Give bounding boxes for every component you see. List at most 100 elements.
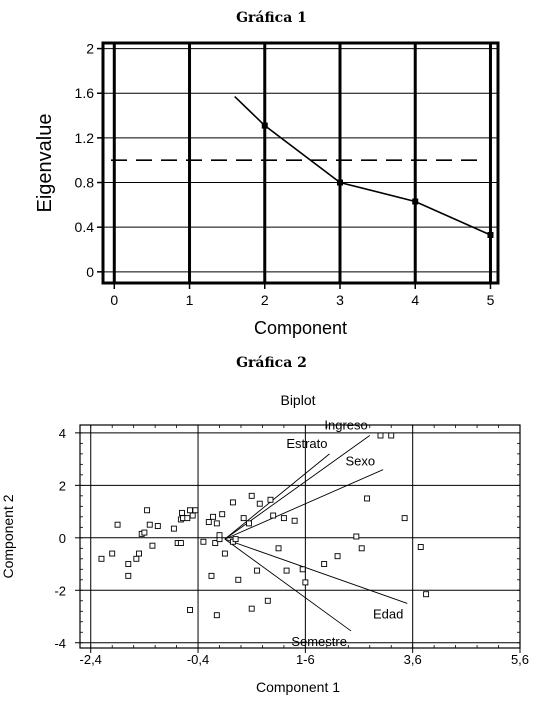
x-tick-label: 5,6: [511, 652, 529, 667]
data-point: [267, 496, 274, 503]
x-tick-label: 0: [110, 292, 118, 308]
data-point: [208, 572, 215, 579]
data-point: [232, 536, 239, 543]
y-tick-label: -4: [54, 636, 66, 651]
vector-label: Edad: [373, 606, 403, 621]
data-point: [256, 500, 263, 507]
data-point: [184, 515, 191, 522]
vector-label: Semestre: [291, 634, 347, 649]
data-point: [192, 507, 199, 514]
x-axis-label: Component: [254, 318, 347, 338]
data-point: [213, 612, 220, 619]
y-tick-label: 4: [59, 426, 66, 441]
data-point: [280, 515, 287, 522]
x-tick-label: 5: [487, 292, 495, 308]
data-point: [136, 550, 142, 557]
data-point: [270, 512, 277, 519]
data-point: [216, 536, 223, 543]
data-point: [291, 517, 298, 524]
vector-edad: [224, 538, 408, 604]
data-point: [264, 597, 271, 604]
data-point: [377, 432, 384, 439]
data-point: [229, 538, 236, 545]
y-tick-label: 2: [86, 41, 94, 57]
data-point: [240, 515, 247, 522]
data-point: [179, 509, 185, 516]
data-point: [254, 567, 261, 574]
data-point: [353, 533, 360, 540]
data-point: [154, 523, 161, 529]
data-point: [141, 529, 148, 536]
vector-label: Sexo: [346, 454, 376, 469]
y-tick-label: 1.6: [75, 85, 95, 101]
x-tick-label: -0,4: [187, 652, 209, 667]
data-point: [299, 566, 306, 573]
y-tick-label: 0.8: [75, 175, 95, 191]
x-tick-label: -2,4: [80, 652, 102, 667]
data-point: [177, 516, 184, 523]
data-point: [125, 561, 132, 567]
vector-label: Estrato: [286, 436, 327, 451]
vector-estrato: [224, 453, 330, 540]
data-point: [321, 561, 328, 567]
data-point: [302, 579, 309, 586]
y-tick-label: 0.4: [75, 219, 95, 235]
vector-semestre: [224, 538, 352, 632]
x-tick-label: 1-6: [296, 652, 315, 667]
data-point: [174, 540, 181, 547]
data-point: [149, 542, 156, 549]
data-point: [358, 545, 365, 552]
data-point: [125, 572, 132, 579]
data-point: [248, 605, 255, 612]
data-point: [364, 495, 371, 502]
data-point: [98, 555, 105, 562]
data-point: [109, 550, 116, 557]
data-point: [187, 607, 193, 613]
chart-title: Biplot: [280, 392, 315, 408]
data-point: [283, 567, 290, 574]
data-point: [423, 591, 430, 598]
vector-sexo: [224, 469, 384, 540]
y-tick-label: 0: [59, 531, 66, 546]
y-axis-label: Eigenvalue: [34, 114, 56, 213]
y-axis-label: Component 2: [0, 494, 16, 578]
data-point: [221, 550, 228, 557]
data-point: [417, 544, 424, 550]
data-point: [401, 515, 408, 522]
data-point: [261, 122, 268, 129]
data-point: [216, 532, 223, 539]
data-point: [200, 538, 207, 545]
data-point: [138, 530, 145, 537]
plot-frame: [79, 424, 521, 649]
y-tick-label: 2: [59, 478, 66, 493]
figure-2-heading: Gráfica 2: [236, 355, 307, 371]
plot-frame: [101, 41, 500, 285]
data-point: [248, 492, 255, 499]
scree-plot: 0 0.4 0.8 1.2 1.6 2 0 1 2 3 4 5 Component Eigenvalue: [34, 41, 500, 338]
data-point: [219, 511, 226, 518]
y-tick-label: 1.2: [75, 130, 95, 146]
data-point: [246, 520, 252, 527]
data-point: [212, 540, 219, 547]
data-point: [235, 576, 242, 583]
data-point: [487, 232, 494, 238]
data-point: [388, 432, 395, 439]
x-tick-label: 3,6: [404, 652, 422, 667]
data-point: [334, 553, 341, 560]
x-tick-label: 3: [336, 292, 344, 308]
x-tick-label: 4: [411, 292, 419, 308]
vector-label: Ingreso: [324, 417, 367, 432]
eigenvalue-series-line: [234, 96, 491, 236]
vector-ingreso: [224, 435, 371, 540]
x-axis-label: Component 1: [256, 679, 340, 695]
data-point: [146, 521, 153, 528]
data-point: [180, 515, 186, 522]
x-tick-label: 1: [186, 292, 194, 308]
data-point: [213, 520, 220, 527]
y-tick-label: -2: [54, 583, 66, 598]
data-point: [189, 512, 196, 519]
data-point: [412, 198, 419, 205]
data-point: [275, 545, 282, 552]
data-point: [114, 521, 121, 528]
data-point: [133, 555, 140, 562]
